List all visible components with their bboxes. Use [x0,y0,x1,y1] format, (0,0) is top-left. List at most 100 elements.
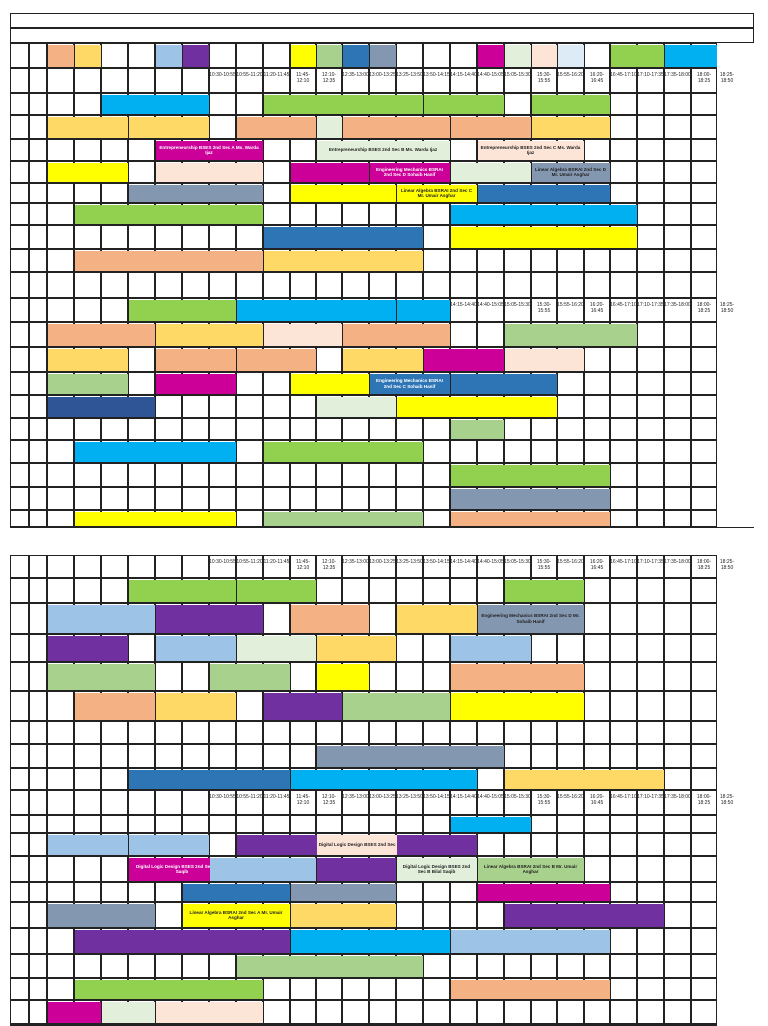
grid-cell [691,1000,717,1024]
grid-cell [396,68,423,93]
time-slot-header: 12:10-12:35 [321,794,337,807]
grid-cell [664,487,691,510]
time-slot-header: 18:25-18:50 [719,72,735,85]
grid-cell [664,790,691,815]
grid-cell [637,347,664,372]
course-block [236,299,396,321]
course-block [316,396,396,417]
grid-cell [664,463,691,487]
grid-cell [29,634,47,662]
grid-cell [637,634,664,662]
course-block [290,929,450,953]
grid-cell [610,347,637,372]
grid-cell [101,487,128,510]
grid-cell [155,68,182,93]
grid-cell [182,790,209,815]
grid-cell [47,768,74,790]
grid-cell [450,272,477,298]
course-block-labeled: Engineering Mechanics BSRAI 2nd Sec C So… [369,373,450,394]
grid-cell [209,954,236,978]
grid-cell [450,902,477,928]
grid-cell [691,691,717,721]
grid-cell [128,347,155,372]
course-block [47,116,128,138]
grid-cell [47,882,74,902]
grid-cell [47,93,74,115]
grid-cell [10,768,29,790]
grid-cell [531,440,557,463]
grid-cell [290,744,316,768]
grid-cell [691,902,717,928]
grid-cell [423,634,450,662]
course-block [504,903,664,927]
grid-cell [236,487,263,510]
grid-cell [155,902,182,928]
grid-cell [74,139,101,161]
grid-cell [531,298,557,322]
grid-cell [29,322,47,347]
grid-cell [29,347,47,372]
grid-cell [47,225,74,249]
time-slot-header: 15:05-15:30 [504,72,531,78]
grid-cell [10,634,29,662]
grid-cell [47,578,74,603]
grid-cell [423,1000,450,1024]
grid-cell [584,578,610,603]
grid-cell [182,744,209,768]
grid-cell [10,93,29,115]
grid-cell [637,954,664,978]
grid-cell [450,790,477,815]
sheet-title-bar [10,13,754,28]
grid-cell [450,1000,477,1024]
grid-cell [396,662,423,691]
grid-cell [342,272,369,298]
course-block-labeled: Engineering Mechanics BSRAI 2nd Sec D Mr… [477,604,584,633]
grid-cell [263,603,290,634]
grid-cell [74,555,101,578]
grid-cell [610,161,637,183]
grid-cell [29,721,47,744]
grid-cell [584,395,610,418]
course-block [263,323,342,346]
grid-cell [316,790,342,815]
grid-cell [691,272,717,298]
grid-cell [101,721,128,744]
grid-cell [209,43,236,68]
course-block [101,94,209,114]
grid-cell [10,603,29,634]
grid-cell [610,372,637,395]
grid-cell [10,372,29,395]
grid-cell [342,68,369,93]
grid-cell [691,298,717,322]
grid-cell [155,225,182,249]
grid-cell [182,815,209,833]
grid-cell [209,93,236,115]
course-block [450,635,531,661]
grid-cell [290,721,316,744]
grid-cell [236,815,263,833]
course-block [342,348,423,371]
time-slot-header: 18:25-18:50 [719,794,735,807]
grid-cell [182,954,209,978]
grid-cell [504,93,531,115]
grid-cell [691,203,717,225]
grid-cell [664,440,691,463]
time-slot-header: 15:05-15:30 [504,559,531,565]
time-slot-header: 12:35-13:00 [342,794,369,800]
course-block [74,250,263,271]
grid-cell [557,418,584,440]
grid-cell [10,43,29,68]
grid-cell [47,510,74,527]
grid-cell [29,183,47,203]
course-block [423,348,504,371]
time-slot-header: 10:30-10:55 [209,72,236,78]
grid-cell [664,418,691,440]
grid-cell [47,249,74,272]
grid-cell [209,744,236,768]
grid-cell [396,902,423,928]
grid-cell [236,463,263,487]
course-block [290,769,477,789]
grid-cell [423,418,450,440]
course-block [209,663,290,690]
grid-cell [155,555,182,578]
